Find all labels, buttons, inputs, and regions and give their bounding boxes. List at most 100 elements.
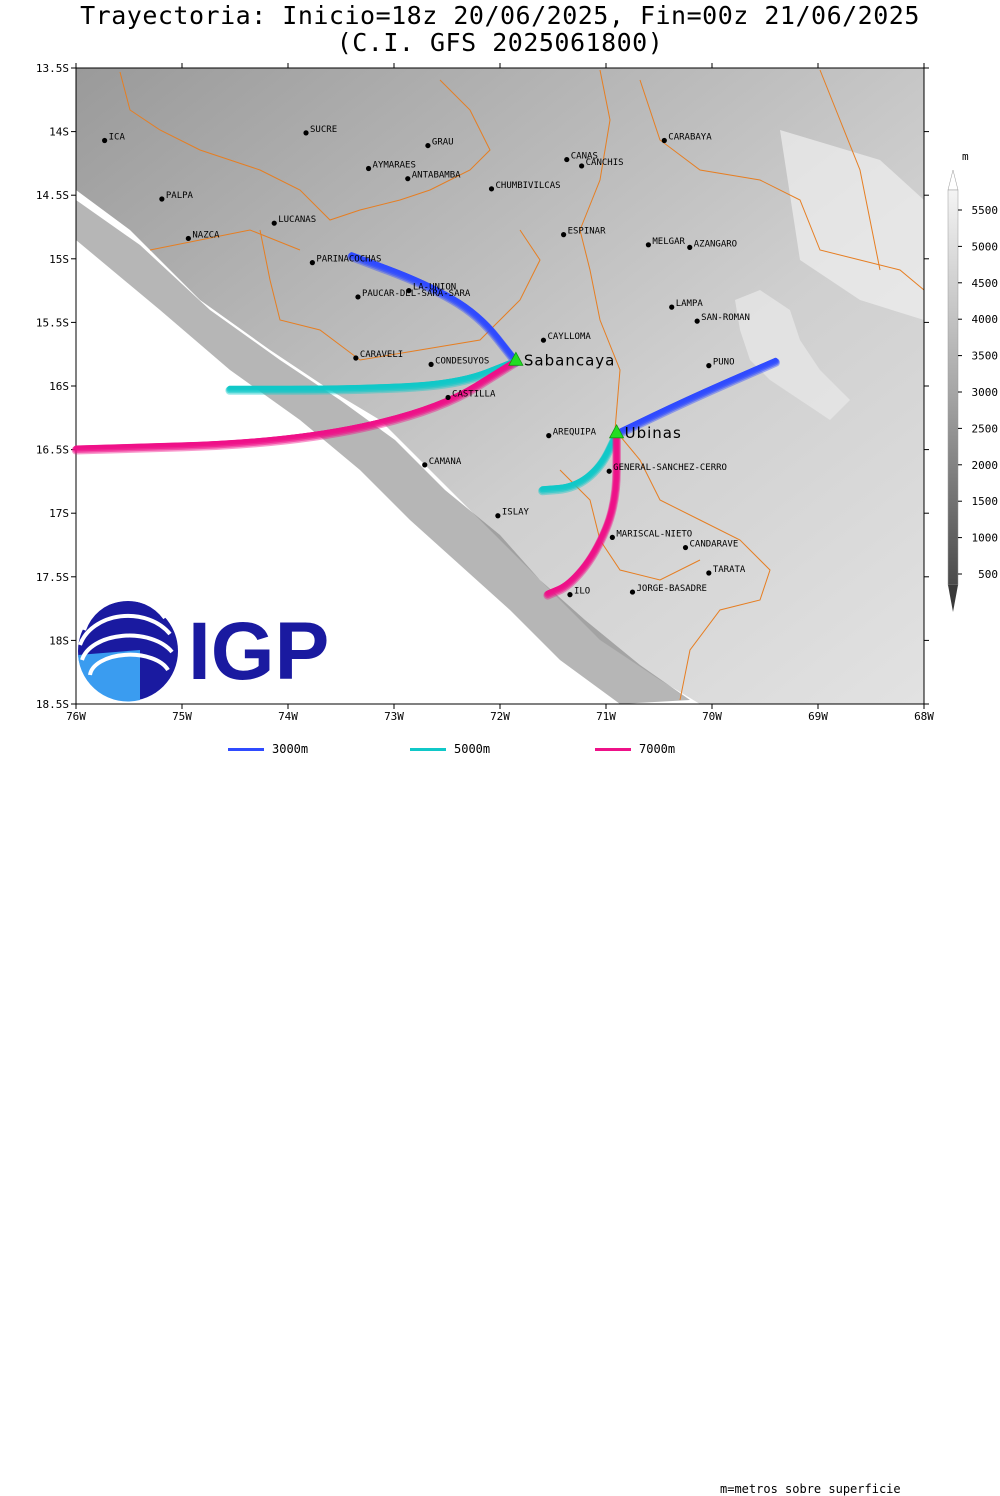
place-label: ANTABAMBA [412, 171, 461, 181]
place-label: CAMANA [429, 457, 462, 467]
logo-text: IGP [188, 606, 329, 697]
lat-tick-label: 14.5S [36, 189, 69, 202]
place-dot [303, 130, 309, 136]
colorbar-tick-label: 1500 [972, 495, 999, 508]
place-label: SAN-ROMAN [701, 313, 750, 323]
place-dot [606, 468, 612, 474]
altiplano-highland [780, 130, 924, 320]
place-dot [495, 513, 501, 519]
place-dot [355, 294, 361, 300]
place-label: PUNO [713, 358, 735, 368]
colorbar-tick-label: 3000 [972, 386, 999, 399]
volcano-markers: Sabancaya Ubinas [508, 351, 682, 442]
legend-label: 3000m [272, 742, 309, 756]
place-label: MELGAR [652, 237, 685, 247]
lat-tick-label: 15.5S [36, 316, 69, 329]
map-title: Trayectoria: Inicio=18z 20/06/2025, Fin=… [0, 2, 1000, 56]
place-dot [422, 462, 428, 468]
volcano-label: Sabancaya [524, 351, 615, 369]
place-dot [561, 232, 567, 238]
lat-tick-label: 17S [49, 507, 69, 520]
colorbar-tick-label: 1000 [972, 532, 999, 545]
place-dot [694, 318, 700, 324]
lon-tick-label: 71W [596, 710, 616, 723]
place-dot [645, 242, 652, 248]
volcano-icon [508, 351, 524, 366]
trajectory-3000m-sabancaya [347, 252, 521, 367]
footnote: m=metros sobre superficie [720, 1482, 901, 1496]
trajectory-3000m-ubinas [613, 358, 780, 438]
legend-swatch [595, 747, 631, 751]
place-label: PARINACOCHAS [316, 255, 381, 265]
place-label: CANAS [571, 152, 598, 162]
place-label: LUCANAS [278, 215, 316, 225]
colorbar-tick-label: 5500 [972, 204, 999, 217]
colorbar-tick-label: 4500 [972, 277, 999, 290]
trajectory-7000m-ubinas [543, 430, 621, 600]
trajectories [71, 252, 780, 600]
trajectory-7000m-sabancaya [72, 358, 520, 454]
volcano-label: Ubinas [625, 424, 682, 442]
place-label: ESPINAR [568, 227, 607, 237]
legend-label: 7000m [639, 742, 676, 756]
lat-tick-label: 15S [49, 253, 69, 266]
lat-tick-label: 14S [49, 126, 69, 139]
lon-tick-label: 75W [172, 710, 192, 723]
place-label: ILO [574, 587, 590, 597]
place-label: AZANGARO [694, 239, 737, 249]
legend-swatch [410, 747, 446, 751]
lon-tick-label: 76W [66, 710, 86, 723]
trajectory-map: 76W 75W 74W 73W 72W 71W 70W 69W 68W 13.5S 14S 14.5S… [36, 62, 999, 723]
place-dot [546, 433, 552, 439]
place-label: ICA [109, 133, 126, 143]
place-label: CONDESUYOS [435, 356, 489, 366]
place-label: CARABAYA [668, 133, 712, 143]
place-dot [428, 361, 434, 367]
legend: 3000m 5000m 7000m m=metros sobre superfi… [0, 740, 1000, 1496]
lat-tick-label: 13.5S [36, 62, 69, 75]
legend-item-3000: 3000m [228, 742, 308, 756]
place-label: CASTILLA [452, 389, 496, 399]
place-label: MARISCAL-NIETO [616, 529, 692, 539]
lon-tick-label: 73W [384, 710, 404, 723]
place-label: GRAU [432, 138, 454, 148]
place-label: CANCHIS [586, 158, 624, 168]
place-dot [706, 570, 712, 576]
place-dot [406, 288, 412, 294]
place-dot [425, 142, 431, 149]
map-area [76, 68, 924, 704]
place-label: JORGE-BASADRE [637, 584, 707, 594]
place-label: AYMARAES [373, 160, 416, 170]
lon-tick-label: 70W [702, 710, 722, 723]
coastal-lowland [76, 200, 690, 704]
colorbar-tick-label: 2500 [972, 422, 999, 435]
lat-tick-label: 18.5S [36, 698, 69, 711]
place-dot [271, 220, 277, 226]
place-label: CAYLLOMA [547, 332, 591, 342]
place-dot [309, 260, 315, 266]
place-dot [159, 196, 165, 202]
title-line-2: (C.I. GFS 2025061800) [336, 28, 664, 57]
colorbar-unit: m [962, 150, 969, 163]
colorbar-tick-label: 500 [978, 568, 998, 581]
political-boundaries [119, 69, 924, 701]
legend-label: 5000m [454, 742, 491, 756]
place-label: ISLAY [502, 508, 530, 518]
place-dot [609, 534, 615, 540]
lat-tick-label: 16S [49, 380, 69, 393]
place-label: TARATA [713, 565, 746, 575]
place-label: NAZCA [192, 230, 220, 240]
lat-tick-label: 18S [49, 634, 69, 647]
place-label: SUCRE [310, 125, 337, 135]
place-dot [488, 186, 495, 192]
colorbar-tick-label: 4000 [972, 313, 999, 326]
place-dot [353, 355, 359, 361]
place-label: LA-UNION [413, 283, 456, 293]
place-dot [405, 176, 411, 182]
place-label: PAUCAR-DEL-SARA-SARA [362, 289, 471, 299]
place-dot [687, 244, 693, 250]
trajectory-3000m-ubinas [612, 358, 780, 440]
place-dot [579, 163, 585, 169]
place-label: GENERAL-SANCHEZ-CERRO [613, 463, 727, 473]
